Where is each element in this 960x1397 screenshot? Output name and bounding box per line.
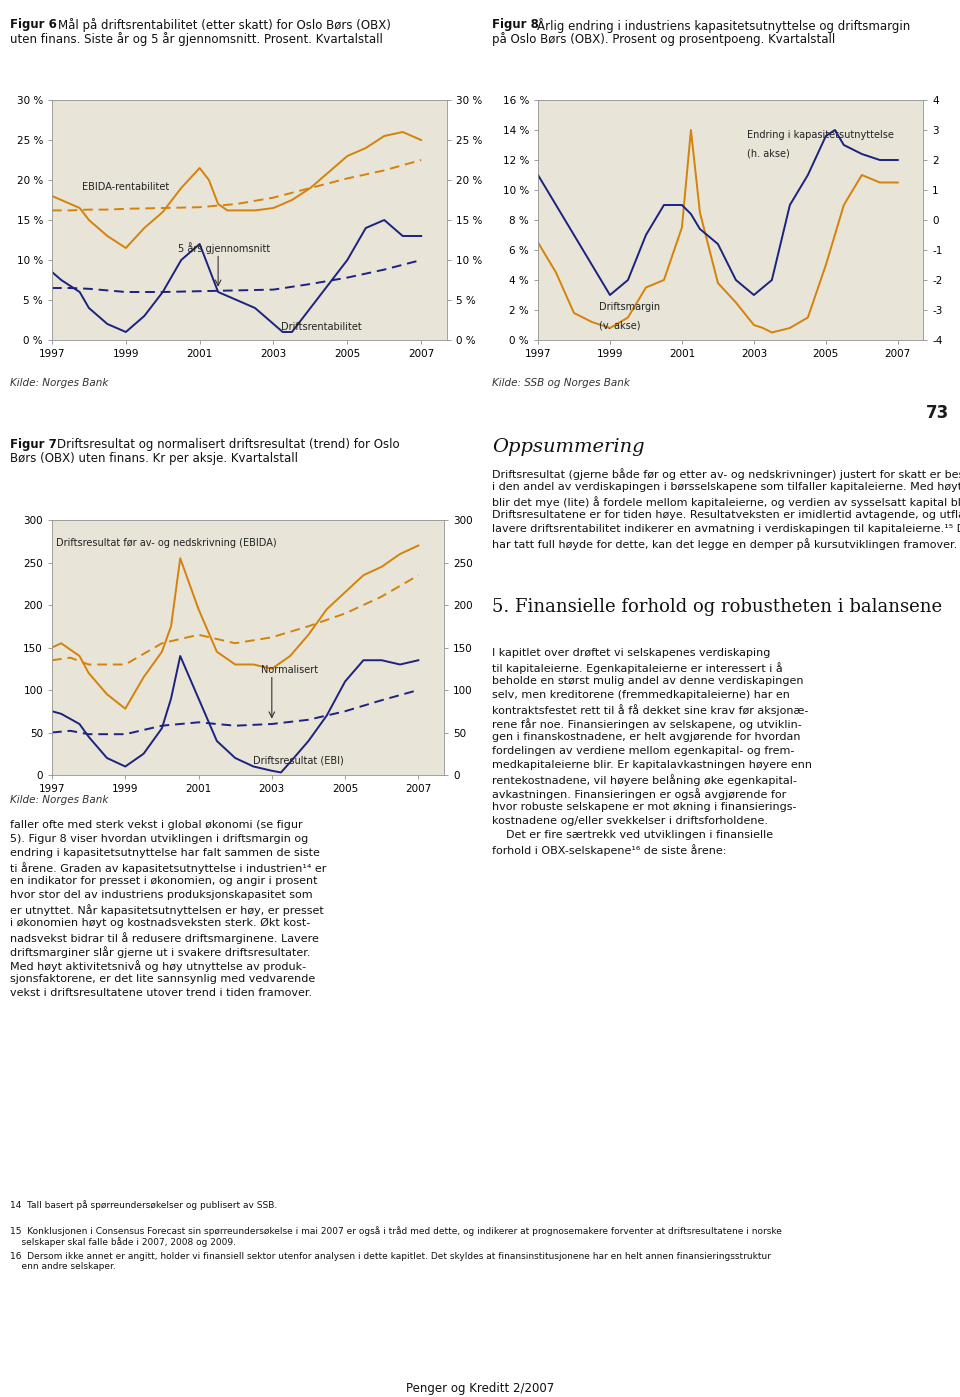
Text: i den andel av verdiskapingen i børsselskapene som tilfaller kapitaleierne. Med : i den andel av verdiskapingen i børssels… [492,482,960,492]
Text: blir det mye (lite) å fordele mellom kapitaleierne, og verdien av sysselsatt kap: blir det mye (lite) å fordele mellom kap… [492,496,960,509]
Text: Det er fire særtrekk ved utviklingen i finansielle: Det er fire særtrekk ved utviklingen i f… [492,830,773,840]
Text: 5 års gjennomsnitt: 5 års gjennomsnitt [178,242,270,254]
Text: Driftsresultat og normalisert driftsresultat (trend) for Oslo: Driftsresultat og normalisert driftsresu… [57,439,399,451]
Text: faller ofte med sterk vekst i global økonomi (se figur: faller ofte med sterk vekst i global øko… [10,820,302,830]
Text: sjonsfaktorene, er det lite sannsynlig med vedvarende: sjonsfaktorene, er det lite sannsynlig m… [10,974,315,983]
Text: Driftsresultat (EBI): Driftsresultat (EBI) [253,756,345,766]
Text: I kapitlet over drøftet vi selskapenes verdiskaping: I kapitlet over drøftet vi selskapenes v… [492,648,770,658]
Text: 16  Dersom ikke annet er angitt, holder vi finansiell sektor utenfor analysen i : 16 Dersom ikke annet er angitt, holder v… [10,1252,771,1271]
Text: selv, men kreditorene (fremmedkapitaleierne) har en: selv, men kreditorene (fremmedkapitaleie… [492,690,790,700]
Text: 14  Tall basert på spørreundersøkelser og publisert av SSB.: 14 Tall basert på spørreundersøkelser og… [10,1200,277,1210]
Text: på Oslo Børs (OBX). Prosent og prosentpoeng. Kvartalstall: på Oslo Børs (OBX). Prosent og prosentpo… [492,32,835,46]
Text: Driftsmargin: Driftsmargin [599,302,660,312]
Text: endring i kapasitetsutnyttelse har falt sammen de siste: endring i kapasitetsutnyttelse har falt … [10,848,320,858]
Text: driftsmarginer slår gjerne ut i svakere driftsresultater.: driftsmarginer slår gjerne ut i svakere … [10,946,310,958]
Text: (v. akse): (v. akse) [599,320,640,330]
Text: EBIDA-rentabilitet: EBIDA-rentabilitet [82,182,169,191]
Text: 5. Finansielle forhold og robustheten i balansene: 5. Finansielle forhold og robustheten i … [492,598,942,616]
Text: Normalisert: Normalisert [261,665,318,675]
Text: avkastningen. Finansieringen er også avgjørende for: avkastningen. Finansieringen er også avg… [492,788,786,800]
Text: Oppsummering: Oppsummering [492,439,644,455]
Text: Børs (OBX) uten finans. Kr per aksje. Kvartalstall: Børs (OBX) uten finans. Kr per aksje. Kv… [10,453,298,465]
Text: beholde en størst mulig andel av denne verdiskapingen: beholde en størst mulig andel av denne v… [492,676,804,686]
Text: 73: 73 [925,404,949,422]
Text: hvor robuste selskapene er mot økning i finansierings-: hvor robuste selskapene er mot økning i … [492,802,797,812]
Text: 15  Konklusjonen i Consensus Forecast sin spørreundersøkelse i mai 2007 er også : 15 Konklusjonen i Consensus Forecast sin… [10,1227,781,1248]
Text: i økonomien høyt og kostnadsveksten sterk. Økt kost-: i økonomien høyt og kostnadsveksten ster… [10,918,310,928]
Text: kontraktsfestet rett til å få dekket sine krav før aksjonæ-: kontraktsfestet rett til å få dekket sin… [492,704,808,715]
Text: Mål på driftsrentabilitet (etter skatt) for Oslo Børs (OBX): Mål på driftsrentabilitet (etter skatt) … [58,18,391,32]
Text: rene får noe. Finansieringen av selskapene, og utviklin-: rene får noe. Finansieringen av selskape… [492,718,802,729]
Text: fordelingen av verdiene mellom egenkapital- og frem-: fordelingen av verdiene mellom egenkapit… [492,746,794,756]
Text: rentekostnadene, vil høyere belåning øke egenkapital-: rentekostnadene, vil høyere belåning øke… [492,774,797,787]
Text: gen i finanskostnadene, er helt avgjørende for hvordan: gen i finanskostnadene, er helt avgjøren… [492,732,801,742]
Text: kostnadene og/eller svekkelser i driftsforholdene.: kostnadene og/eller svekkelser i driftsf… [492,816,768,826]
Text: Figur 7: Figur 7 [10,439,57,451]
Text: Årlig endring i industriens kapasitetsutnyttelse og driftsmargin: Årlig endring i industriens kapasitetsut… [537,18,910,34]
Text: til kapitaleierne. Egenkapitaleierne er interessert i å: til kapitaleierne. Egenkapitaleierne er … [492,662,782,673]
Text: vekst i driftsresultatene utover trend i tiden framover.: vekst i driftsresultatene utover trend i… [10,988,312,997]
Text: Kilde: Norges Bank: Kilde: Norges Bank [10,379,108,388]
Text: Driftsrentabilitet: Driftsrentabilitet [281,323,362,332]
Text: en indikator for presset i økonomien, og angir i prosent: en indikator for presset i økonomien, og… [10,876,318,886]
Text: har tatt full høyde for dette, kan det legge en demper på kursutviklingen framov: har tatt full høyde for dette, kan det l… [492,538,957,550]
Text: Figur 8: Figur 8 [492,18,539,31]
Text: forhold i OBX-selskapene¹⁶ de siste årene:: forhold i OBX-selskapene¹⁶ de siste åren… [492,844,727,856]
Text: Driftsresultatene er for tiden høye. Resultatveksten er imidlertid avtagende, og: Driftsresultatene er for tiden høye. Res… [492,510,960,520]
Text: Kilde: SSB og Norges Bank: Kilde: SSB og Norges Bank [492,379,630,388]
Text: ti årene. Graden av kapasitetsutnyttelse i industrien¹⁴ er: ti årene. Graden av kapasitetsutnyttelse… [10,862,326,875]
Text: Med høyt aktivitetsnivå og høy utnyttelse av produk-: Med høyt aktivitetsnivå og høy utnyttels… [10,960,306,972]
Text: (h. akse): (h. akse) [747,149,789,159]
Text: hvor stor del av industriens produksjonskapasitet som: hvor stor del av industriens produksjons… [10,890,313,900]
Text: Figur 6: Figur 6 [10,18,57,31]
Text: uten finans. Siste år og 5 år gjennomsnitt. Prosent. Kvartalstall: uten finans. Siste år og 5 år gjennomsni… [10,32,383,46]
Text: Driftsresultat (gjerne både før og etter av- og nedskrivninger) justert for skat: Driftsresultat (gjerne både før og etter… [492,468,960,481]
Text: lavere driftsrentabilitet indikerer en avmatning i verdiskapingen til kapitaleie: lavere driftsrentabilitet indikerer en a… [492,524,960,534]
Text: nadsvekst bidrar til å redusere driftsmarginene. Lavere: nadsvekst bidrar til å redusere driftsma… [10,932,319,944]
Text: medkapitaleierne blir. Er kapitalavkastningen høyere enn: medkapitaleierne blir. Er kapitalavkastn… [492,760,812,770]
Text: Endring i kapasitetsutnyttelse: Endring i kapasitetsutnyttelse [747,130,894,140]
Text: 5). Figur 8 viser hvordan utviklingen i driftsmargin og: 5). Figur 8 viser hvordan utviklingen i … [10,834,308,844]
Text: Driftsresultat før av- og nedskrivning (EBIDA): Driftsresultat før av- og nedskrivning (… [56,538,276,548]
Text: Penger og Kreditt 2/2007: Penger og Kreditt 2/2007 [406,1382,554,1396]
Text: Kilde: Norges Bank: Kilde: Norges Bank [10,795,108,805]
Text: er utnyttet. Når kapasitetsutnyttelsen er høy, er presset: er utnyttet. Når kapasitetsutnyttelsen e… [10,904,324,916]
